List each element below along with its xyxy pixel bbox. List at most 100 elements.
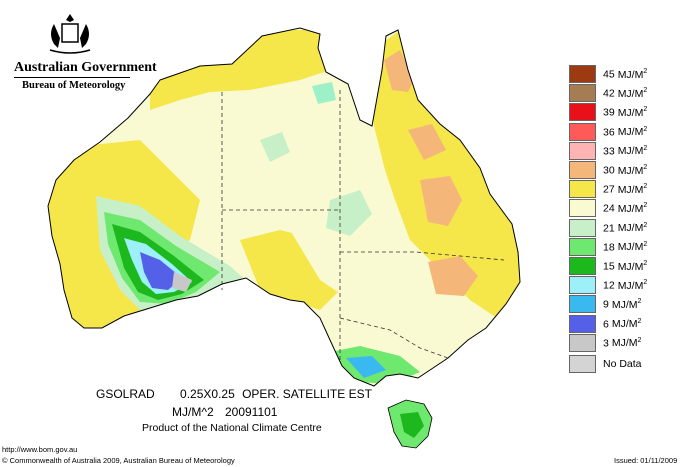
legend-unit: MJ/M bbox=[617, 241, 644, 254]
legend-value: 27 bbox=[603, 183, 615, 196]
legend-unit: MJ/M bbox=[617, 222, 644, 235]
zone-30-cape bbox=[384, 50, 414, 92]
legend-superscript: 2 bbox=[637, 317, 642, 325]
government-name: Australian Government bbox=[14, 60, 157, 75]
legend-unit: MJ/M bbox=[617, 164, 644, 177]
legend-swatch bbox=[569, 161, 596, 179]
map-date: 20091101 bbox=[224, 405, 278, 419]
legend-swatch bbox=[569, 276, 596, 295]
legend-row: 27 MJ/M2 bbox=[569, 180, 679, 199]
website-link[interactable]: http://www.bom.gov.au bbox=[2, 445, 78, 454]
legend-label: 3 MJ/M2 bbox=[603, 337, 641, 350]
units-label: MJ/M^2 bbox=[172, 405, 214, 419]
zone-21-centre bbox=[326, 190, 372, 236]
legend-label: 24 MJ/M2 bbox=[603, 202, 647, 215]
data-source: OPER. SATELLITE EST bbox=[242, 387, 372, 401]
legend-unit: MJ/M bbox=[611, 298, 638, 311]
legend-row: 30 MJ/M2 bbox=[569, 161, 679, 180]
legend-superscript: 2 bbox=[643, 240, 648, 248]
legend-value: 33 bbox=[603, 145, 615, 158]
zone-6-southwest bbox=[140, 252, 182, 290]
legend-value: 45 bbox=[603, 68, 615, 81]
legend-row: 12 MJ/M2 bbox=[569, 276, 679, 295]
issued-date: Issued: 01/11/2009 bbox=[614, 456, 678, 465]
legend-value: 15 bbox=[603, 260, 615, 273]
legend-superscript: 2 bbox=[643, 87, 648, 95]
legend-swatch bbox=[569, 333, 596, 352]
legend-swatch bbox=[569, 295, 596, 314]
legend-unit: MJ/M bbox=[611, 318, 638, 331]
legend-unit: MJ/M bbox=[617, 279, 644, 292]
legend-row: 36 MJ/M2 bbox=[569, 122, 679, 142]
legend-row: 6 MJ/M2 bbox=[569, 314, 679, 334]
legend-row: 15 MJ/M2 bbox=[569, 257, 679, 276]
legend-swatch bbox=[569, 141, 596, 160]
legend-row: 21 MJ/M2 bbox=[569, 218, 679, 238]
zone-18-topend bbox=[312, 82, 336, 104]
zone-27-east bbox=[360, 30, 520, 320]
legend-label: 39 MJ/M2 bbox=[603, 106, 647, 119]
legend-swatch bbox=[569, 65, 596, 83]
zone-9-victoria bbox=[346, 356, 386, 378]
legend-value: 39 bbox=[603, 106, 615, 119]
legend-value: 42 bbox=[603, 87, 615, 100]
legend-label: 42 MJ/M2 bbox=[603, 87, 647, 100]
legend-value: 24 bbox=[603, 202, 615, 215]
legend-swatch bbox=[569, 218, 596, 237]
legend-unit: MJ/M bbox=[617, 260, 644, 273]
legend-label: 6 MJ/M2 bbox=[603, 318, 641, 331]
legend-unit: MJ/M bbox=[617, 87, 644, 100]
legend-superscript: 2 bbox=[637, 298, 642, 306]
legend-superscript: 2 bbox=[643, 144, 648, 152]
legend-label: 18 MJ/M2 bbox=[603, 241, 647, 254]
state-borders bbox=[221, 90, 505, 362]
legend-superscript: 2 bbox=[643, 183, 648, 191]
legend-swatch bbox=[569, 103, 596, 122]
legend-value: 18 bbox=[603, 241, 615, 254]
legend-label-no-data: No Data bbox=[603, 358, 642, 370]
legend-superscript: 2 bbox=[643, 279, 648, 287]
attribution: Product of the National Climate Centre bbox=[142, 422, 322, 434]
border-qld-nsw bbox=[340, 251, 505, 261]
legend-row: 33 MJ/M2 bbox=[569, 141, 679, 161]
legend-unit: MJ/M bbox=[617, 126, 644, 139]
legend-unit: MJ/M bbox=[611, 337, 638, 350]
legend-label: 36 MJ/M2 bbox=[603, 126, 647, 139]
zone-30-nsw bbox=[428, 256, 478, 296]
legend-row: 39 MJ/M2 bbox=[569, 103, 679, 122]
legend-label: 45 MJ/M2 bbox=[603, 68, 647, 81]
legend-superscript: 2 bbox=[643, 202, 648, 210]
grid-resolution: 0.25X0.25 bbox=[180, 387, 235, 401]
legend-row: 9 MJ/M2 bbox=[569, 295, 679, 314]
zone-30-coast bbox=[408, 124, 446, 160]
legend-label: 21 MJ/M2 bbox=[603, 222, 647, 235]
legend-value: 12 bbox=[603, 279, 615, 292]
legend-label: 15 MJ/M2 bbox=[603, 260, 647, 273]
legend-label: 9 MJ/M2 bbox=[603, 298, 641, 311]
legend-value: 36 bbox=[603, 126, 615, 139]
legend-row: 42 MJ/M2 bbox=[569, 84, 679, 103]
legend-swatch bbox=[569, 314, 596, 333]
legend-value: 6 bbox=[603, 318, 609, 331]
legend-unit: MJ/M bbox=[617, 145, 644, 158]
legend-label: 30 MJ/M2 bbox=[603, 164, 647, 177]
zone-30-qld bbox=[420, 176, 462, 226]
legend-value: 21 bbox=[603, 222, 615, 235]
legend-label: 12 MJ/M2 bbox=[603, 279, 647, 292]
legend-value: 30 bbox=[603, 164, 615, 177]
map-subtitle: MJ/M^2 20091101 bbox=[172, 405, 277, 419]
legend-value: 3 bbox=[603, 337, 609, 350]
legend-unit: MJ/M bbox=[617, 202, 644, 215]
legend-superscript: 2 bbox=[643, 164, 648, 171]
legend-swatch bbox=[569, 180, 596, 199]
legend-superscript: 2 bbox=[643, 106, 648, 114]
tasmania-inner bbox=[400, 412, 424, 438]
header-divider bbox=[14, 77, 130, 78]
map-title: GSOLRAD 0.25X0.25 OPER. SATELLITE EST bbox=[96, 387, 372, 401]
legend-row: 24 MJ/M2 bbox=[569, 199, 679, 218]
product-code: GSOLRAD bbox=[96, 387, 155, 401]
legend-superscript: 2 bbox=[643, 125, 648, 133]
legend-row-no-data: No Data bbox=[569, 355, 679, 374]
legend-superscript: 2 bbox=[643, 260, 648, 267]
